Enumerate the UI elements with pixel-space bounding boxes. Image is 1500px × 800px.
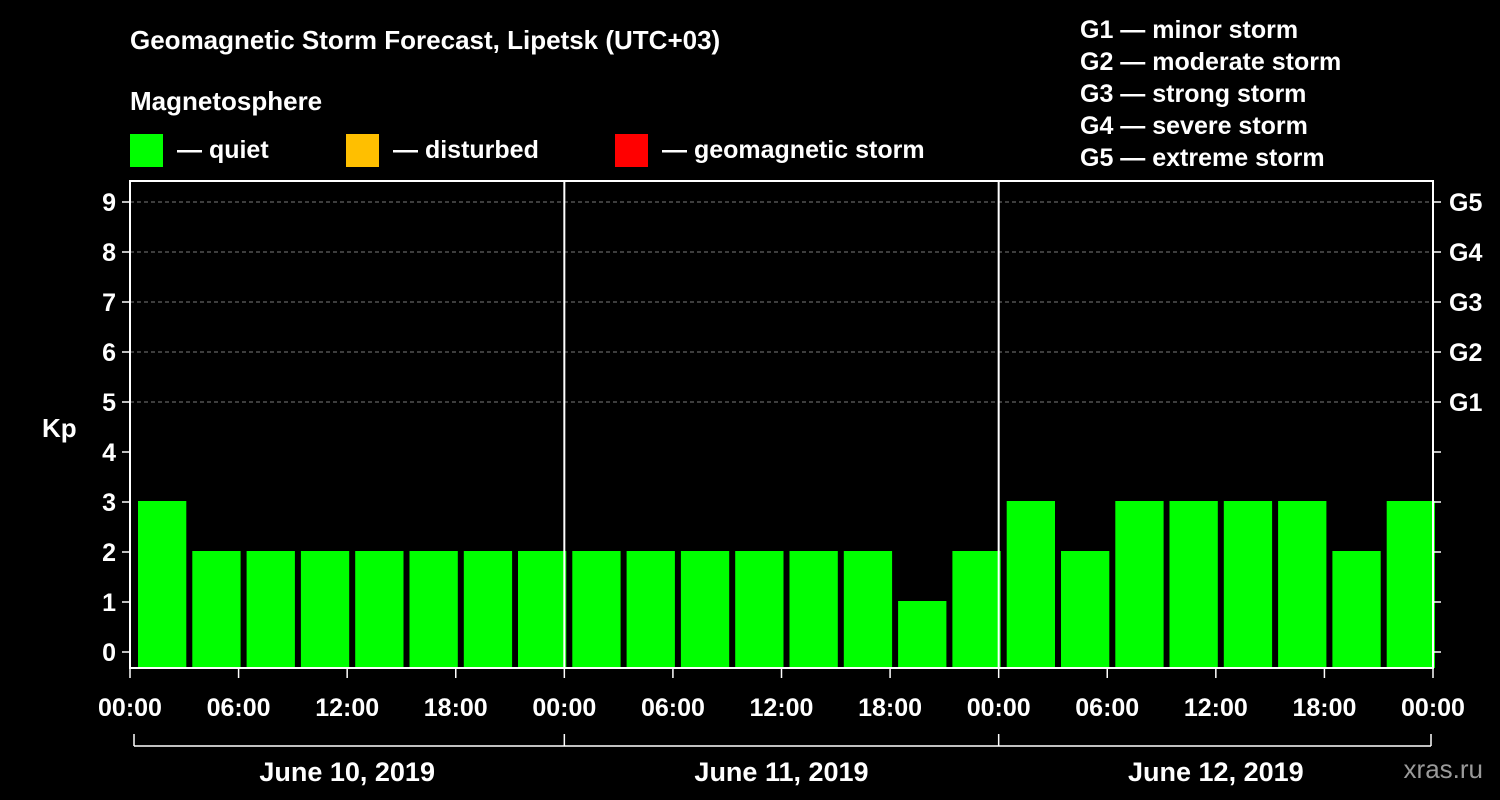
kp-bar — [300, 551, 350, 668]
x-tick-label: 00:00 — [532, 694, 596, 722]
day-label: June 12, 2019 — [1128, 757, 1304, 787]
kp-bar — [1169, 501, 1218, 668]
kp-bar — [898, 601, 947, 668]
kp-bar — [192, 551, 241, 668]
g-scale-label: G5 — [1449, 189, 1482, 217]
kp-bar — [246, 551, 295, 668]
x-tick-label: 00:00 — [1401, 694, 1465, 722]
legend-label-quiet: — quiet — [177, 136, 269, 164]
g-scale-label: G2 — [1449, 339, 1482, 367]
kp-bar — [1223, 501, 1273, 668]
x-tick-label: 06:00 — [641, 694, 705, 722]
kp-bar — [1386, 501, 1435, 668]
x-tick-label: 06:00 — [1075, 694, 1139, 722]
chart-subtitle: Magnetosphere — [130, 86, 322, 116]
kp-bar — [626, 551, 675, 668]
kp-bar — [789, 551, 838, 668]
kp-bar — [138, 501, 187, 668]
x-tick-label: 00:00 — [98, 694, 162, 722]
kp-bar — [680, 551, 730, 668]
legend-swatch-disturbed — [346, 134, 379, 167]
legend-label-disturbed: — disturbed — [393, 136, 539, 164]
scale-legend-g4: G4 — severe storm — [1080, 112, 1308, 140]
y-tick-label: 9 — [102, 189, 116, 217]
watermark: xras.ru — [1404, 754, 1483, 784]
day-label: June 10, 2019 — [259, 757, 435, 787]
y-tick-label: 8 — [102, 239, 116, 267]
x-tick-label: 06:00 — [207, 694, 271, 722]
kp-bar — [843, 551, 893, 668]
x-tick-label: 18:00 — [424, 694, 488, 722]
x-tick-label: 12:00 — [750, 694, 814, 722]
y-tick-label: 3 — [102, 489, 116, 517]
g-scale-label: G4 — [1449, 239, 1482, 267]
y-axis-label: Kp — [42, 413, 77, 443]
plot-area: 0 1 2 3 4 5 6 7 8 9 G1 G2 G3 G4 G5 00:00 06:00 12:00 18:00… — [98, 180, 1482, 787]
legend-swatch-quiet — [130, 134, 163, 167]
kp-bar — [355, 551, 404, 668]
kp-bar — [572, 551, 621, 668]
x-tick-label: 18:00 — [858, 694, 922, 722]
x-tick-label: 00:00 — [967, 694, 1031, 722]
kp-bar — [1006, 501, 1055, 668]
y-tick-label: 6 — [102, 339, 116, 367]
y-tick-label: 7 — [102, 289, 116, 317]
x-tick-label: 12:00 — [1184, 694, 1248, 722]
scale-legend-g3: G3 — strong storm — [1080, 80, 1306, 108]
scale-legend-g5: G5 — extreme storm — [1080, 144, 1325, 172]
legend-swatch-storm — [615, 134, 648, 167]
y-tick-label: 2 — [102, 539, 116, 567]
kp-bar — [735, 551, 784, 668]
kp-bar — [1278, 501, 1327, 668]
kp-bar — [1061, 551, 1110, 668]
y-tick-label: 4 — [102, 439, 116, 467]
kp-bar — [409, 551, 458, 668]
day-label: June 11, 2019 — [694, 757, 868, 787]
y-tick-label: 0 — [102, 639, 116, 667]
kp-bar — [1115, 501, 1164, 668]
y-tick-label: 1 — [102, 589, 116, 617]
scale-legend-g1: G1 — minor storm — [1080, 16, 1298, 44]
kp-bar — [463, 551, 513, 668]
scale-legend-g2: G2 — moderate storm — [1080, 48, 1341, 76]
chart-title: Geomagnetic Storm Forecast, Lipetsk (UTC… — [130, 25, 720, 55]
g-scale-label: G1 — [1449, 389, 1482, 417]
kp-bar — [952, 551, 1001, 668]
y-tick-label: 5 — [102, 389, 116, 417]
x-tick-label: 18:00 — [1292, 694, 1356, 722]
x-tick-label: 12:00 — [315, 694, 379, 722]
kp-bar — [518, 551, 567, 668]
kp-bar — [1332, 551, 1381, 668]
legend-label-storm: — geomagnetic storm — [662, 136, 925, 164]
g-scale-label: G3 — [1449, 289, 1482, 317]
